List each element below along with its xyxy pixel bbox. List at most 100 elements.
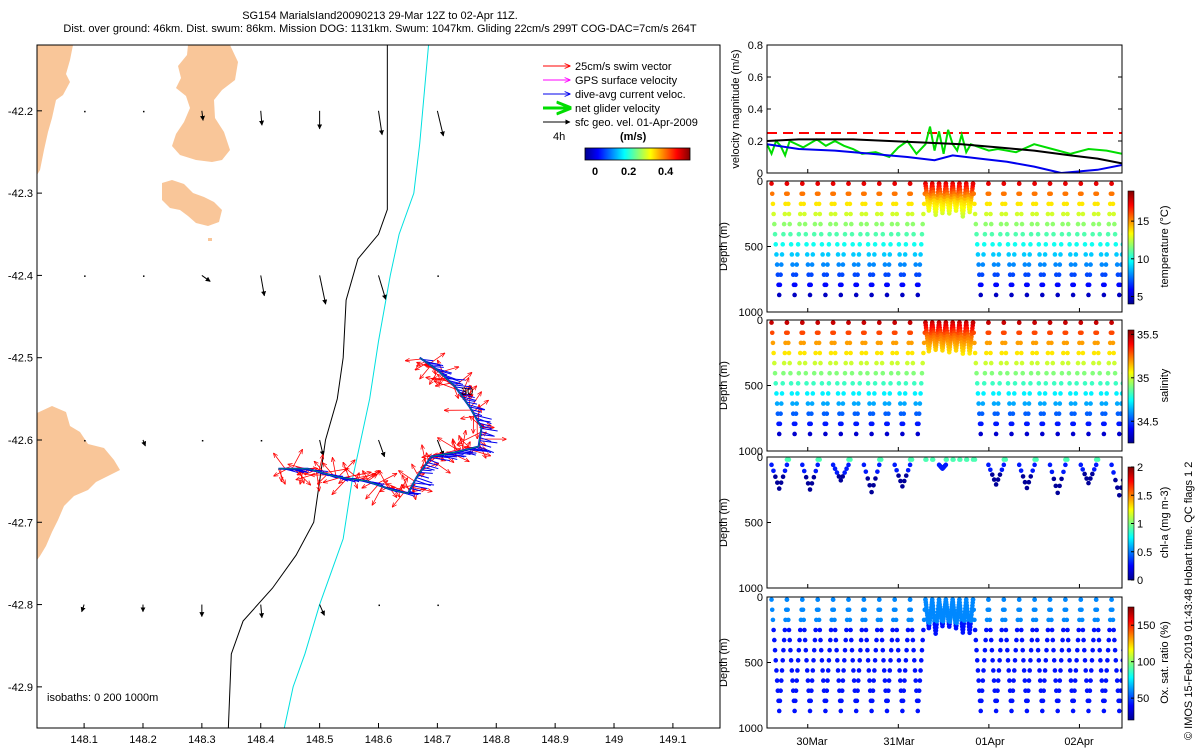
temperature-point: [994, 282, 1000, 288]
chlorophyll-ylabel: Depth (m): [718, 498, 730, 547]
temperature-point: [1088, 262, 1093, 267]
map-xtick-label: 148.2: [129, 734, 157, 746]
oxygen-point: [1050, 637, 1056, 643]
oxygen-point: [838, 708, 844, 714]
geo-vel-arrow: [319, 275, 328, 305]
chlorophyll-point: [848, 457, 853, 462]
chlorophyll-point: [769, 462, 774, 468]
temperature-point: [790, 262, 795, 267]
temperature-point: [1035, 221, 1040, 227]
salinity-point: [859, 350, 865, 356]
salinity-point: [781, 360, 787, 366]
salinity-point: [1107, 350, 1112, 356]
salinity-point: [989, 370, 995, 376]
temperature-point: [869, 292, 874, 298]
salinity-points: [769, 320, 1122, 437]
oxygen-point: [1004, 637, 1009, 643]
salinity-point: [879, 350, 884, 356]
temperature-point: [1037, 252, 1042, 257]
temperature-point: [834, 231, 839, 237]
date-tick-1: 31Mar: [883, 736, 915, 748]
salinity-point: [1052, 391, 1058, 396]
oxygen-point: [800, 607, 806, 613]
swim-vector: [405, 359, 422, 361]
chlorophyll-point: [1088, 476, 1093, 481]
salinity-point: [831, 330, 837, 336]
oxygen-point: [909, 627, 915, 633]
oxygen-point: [1042, 668, 1048, 673]
salinity-point: [772, 360, 777, 366]
oxygen-point: [1019, 637, 1025, 643]
swim-vector: [452, 384, 458, 399]
track-label: 30: [461, 386, 473, 398]
geo-vel-dot: [437, 604, 439, 607]
temperature-point: [1011, 262, 1016, 267]
salinity-point: [1056, 411, 1062, 417]
temperature-point: [1006, 252, 1012, 257]
temperature-point: [840, 262, 846, 267]
temperature-point: [885, 282, 890, 288]
salinity-point: [1074, 370, 1080, 376]
salinity-point: [1001, 320, 1007, 325]
temperature-point: [1103, 262, 1109, 267]
salinity-point: [1072, 411, 1077, 417]
oxygen-point: [980, 678, 986, 683]
temperature-point: [896, 242, 902, 247]
temperature-point: [888, 231, 894, 237]
salinity-point: [816, 340, 822, 346]
salinity-point: [1014, 350, 1020, 356]
oxygen-point: [782, 627, 788, 633]
oxygen-point: [830, 597, 836, 602]
chlorophyll-point: [944, 457, 950, 462]
oxygen-point: [813, 627, 818, 633]
oxygen-point: [805, 678, 811, 683]
oxygen-point: [904, 647, 909, 653]
dac-vector: [460, 393, 475, 399]
salinity-point: [851, 391, 856, 396]
temperature-point: [1002, 201, 1008, 207]
salinity-point: [770, 340, 776, 346]
geo-vel-arrow: [319, 604, 325, 616]
oxygen-point: [900, 708, 905, 714]
salinity-point: [885, 421, 890, 427]
chlorophyll-colorbar-tick-label: 1: [1137, 519, 1143, 531]
temperature-point: [839, 272, 845, 278]
temperature-point: [1084, 262, 1089, 267]
temperature-point: [779, 252, 785, 257]
oxygen-point: [1079, 607, 1084, 613]
oxygen-point: [835, 668, 841, 673]
oxygen-point: [894, 627, 900, 633]
salinity-point: [988, 350, 993, 356]
temperature-point: [862, 191, 867, 197]
temperature-point: [847, 201, 853, 207]
temperature-point: [897, 262, 903, 267]
oxygen-point: [1110, 617, 1116, 623]
oxygen-point: [788, 658, 794, 663]
temperature-point: [1065, 221, 1071, 227]
salinity-point: [804, 391, 810, 396]
temperature-point: [921, 201, 927, 207]
land-mainland-north: [37, 45, 73, 175]
swim-vector: [463, 386, 477, 400]
chlorophyll-colorbar-tick-label: 1.5: [1137, 490, 1152, 502]
oxygen-point: [1006, 668, 1012, 673]
temperature-point: [879, 211, 884, 217]
salinity-point: [1093, 320, 1099, 325]
chlorophyll-point: [1086, 480, 1091, 486]
dac-vector: [455, 386, 471, 390]
oxygen-point: [862, 607, 867, 613]
geo-vel-arrow: [200, 110, 205, 121]
temperature-point: [1123, 202, 1128, 207]
oxygen-point: [1123, 628, 1128, 633]
temperature-point: [1109, 181, 1114, 186]
salinity-point: [774, 401, 780, 406]
oxygen-point: [1065, 627, 1070, 633]
oxygen-point: [1106, 637, 1112, 643]
salinity-point: [855, 411, 860, 417]
salinity-point: [1058, 381, 1064, 386]
temperature-point: [1029, 221, 1035, 227]
temperature-point: [1026, 262, 1032, 267]
oxygen-point: [802, 637, 808, 643]
geo-velocity-arrows: [80, 110, 445, 619]
temperature-point: [821, 262, 826, 267]
